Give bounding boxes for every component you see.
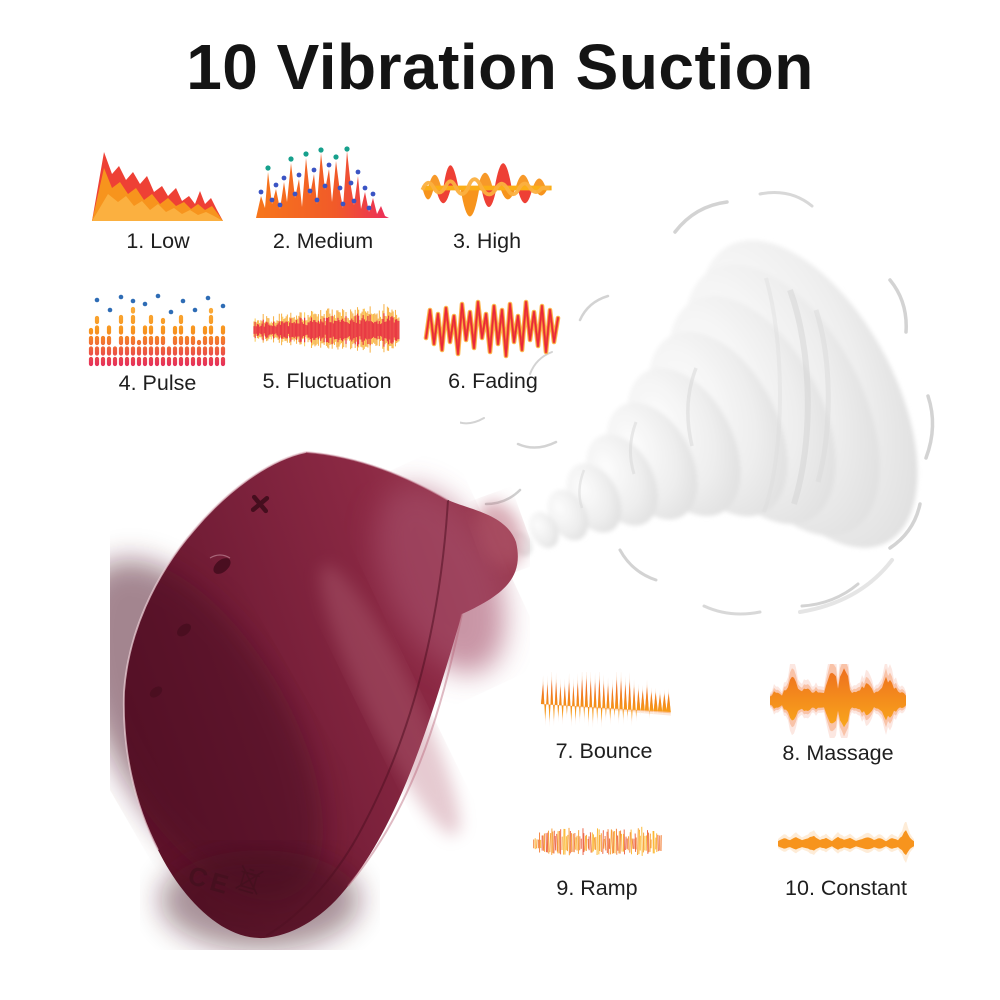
mode-massage: 8. Massage (763, 664, 913, 766)
waveform-bounce-icon (540, 672, 671, 729)
mode-label: 1. Low (126, 229, 190, 253)
mode-fading: 6. Fading (420, 294, 566, 394)
minus-button-icon (177, 623, 191, 637)
mode-high: 3. High (412, 150, 562, 254)
product-image: CE (110, 451, 524, 950)
waveform-low-icon (92, 152, 223, 221)
mode-label: 2. Medium (272, 229, 374, 253)
mode-label: 7. Bounce (555, 739, 653, 763)
suction-wave-graphic (460, 191, 935, 616)
mode-medium: 2. Medium (248, 146, 398, 254)
mode-ramp: 9. Ramp (522, 818, 672, 901)
weee-bin-icon (235, 864, 264, 895)
waveform-medium-icon (256, 146, 389, 218)
mode-label: 10. Constant (785, 876, 907, 900)
mode-label: 3. High (452, 229, 522, 253)
mode-bounce: 7. Bounce (529, 672, 679, 764)
mode-label: 9. Ramp (556, 876, 638, 900)
mode-fluctuation: 5. Fluctuation (248, 294, 406, 394)
waveform-fluctuation-icon (253, 304, 400, 353)
waveform-pulse-icon (88, 293, 225, 367)
waveform-massage-icon (770, 664, 906, 738)
waveform-fading-icon (423, 299, 561, 359)
waveform-high-icon (420, 163, 552, 217)
mode-pulse: 4. Pulse (80, 292, 235, 396)
page-title: 10 Vibration Suction (186, 31, 814, 103)
mode-label: 8. Massage (782, 741, 894, 765)
plus-button-icon (250, 494, 270, 514)
wave-button-icon (213, 558, 231, 574)
power-button-icon (149, 686, 163, 698)
mode-label: 6. Fading (448, 369, 538, 393)
mode-label: 5. Fluctuation (262, 369, 392, 393)
mode-low: 1. Low (83, 146, 233, 254)
mode-label: 4. Pulse (118, 371, 197, 395)
waveform-ramp-icon (532, 826, 662, 856)
waveform-constant-icon (778, 822, 914, 863)
mode-constant: 10. Constant (771, 822, 921, 901)
